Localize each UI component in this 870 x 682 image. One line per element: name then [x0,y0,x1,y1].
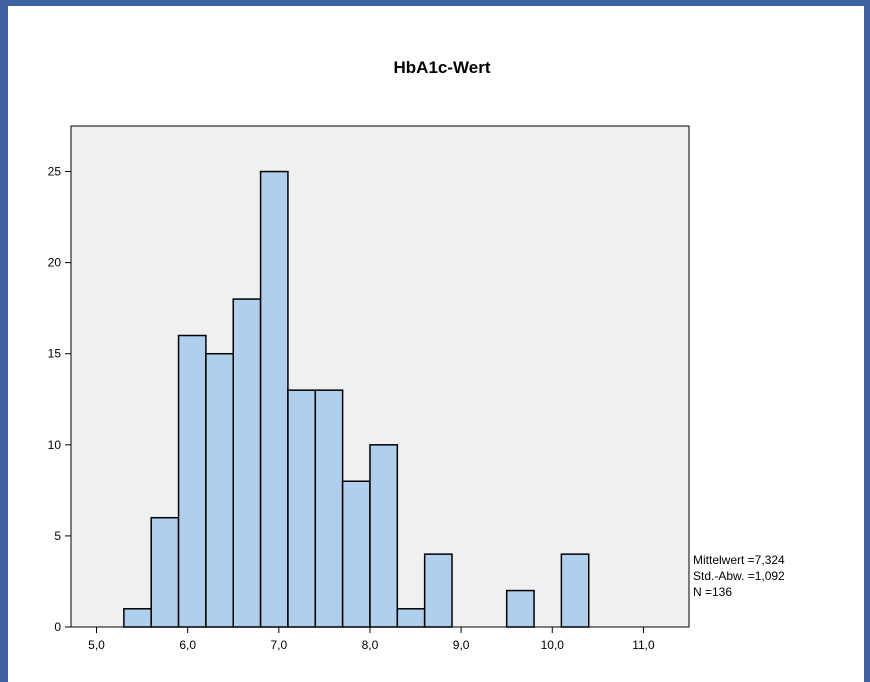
stat-mean: Mittelwert =7,324 [693,553,785,567]
histogram-bar [232,298,262,628]
x-tick-label: 9,0 [453,638,470,652]
stat-n: N =136 [693,585,732,599]
y-tick-label: 20 [48,256,62,270]
y-axis: 0 5 10 15 20 25 [48,165,71,634]
x-tick-label: 11,0 [632,638,655,652]
histogram-bar [314,389,344,628]
histogram-bar [369,444,399,628]
histogram-bar [259,170,289,628]
histogram-bar [177,334,207,628]
x-tick-label: 8,0 [362,638,379,652]
histogram-bar [505,589,535,628]
x-tick-label: 6,0 [179,638,196,652]
y-tick-label: 10 [48,438,62,452]
y-tick-label: 25 [48,165,62,179]
y-tick-label: 0 [54,620,61,634]
histogram-bar [150,516,180,628]
stat-sd: Std.-Abw. =1,092 [693,569,785,583]
chart-title: HbA1c-Wert [394,58,491,77]
histogram-bar [423,553,453,628]
histogram-bar [123,608,152,628]
histogram-bar [205,352,234,628]
stats-box: Mittelwert =7,324 Std.-Abw. =1,092 N =13… [693,553,785,599]
bars-group [123,170,590,628]
x-tick-label: 10,0 [541,638,565,652]
histogram-bar [287,389,317,628]
histogram-bar [341,480,371,628]
histogram-bar [560,553,590,628]
x-tick-label: 5,0 [88,638,105,652]
y-tick-label: 15 [48,347,62,361]
y-tick-label: 5 [54,529,61,543]
x-tick-label: 7,0 [270,638,287,652]
histogram-bar [396,608,426,628]
x-axis: 5,0 6,0 7,0 8,0 9,0 10,0 11,0 [88,627,655,652]
